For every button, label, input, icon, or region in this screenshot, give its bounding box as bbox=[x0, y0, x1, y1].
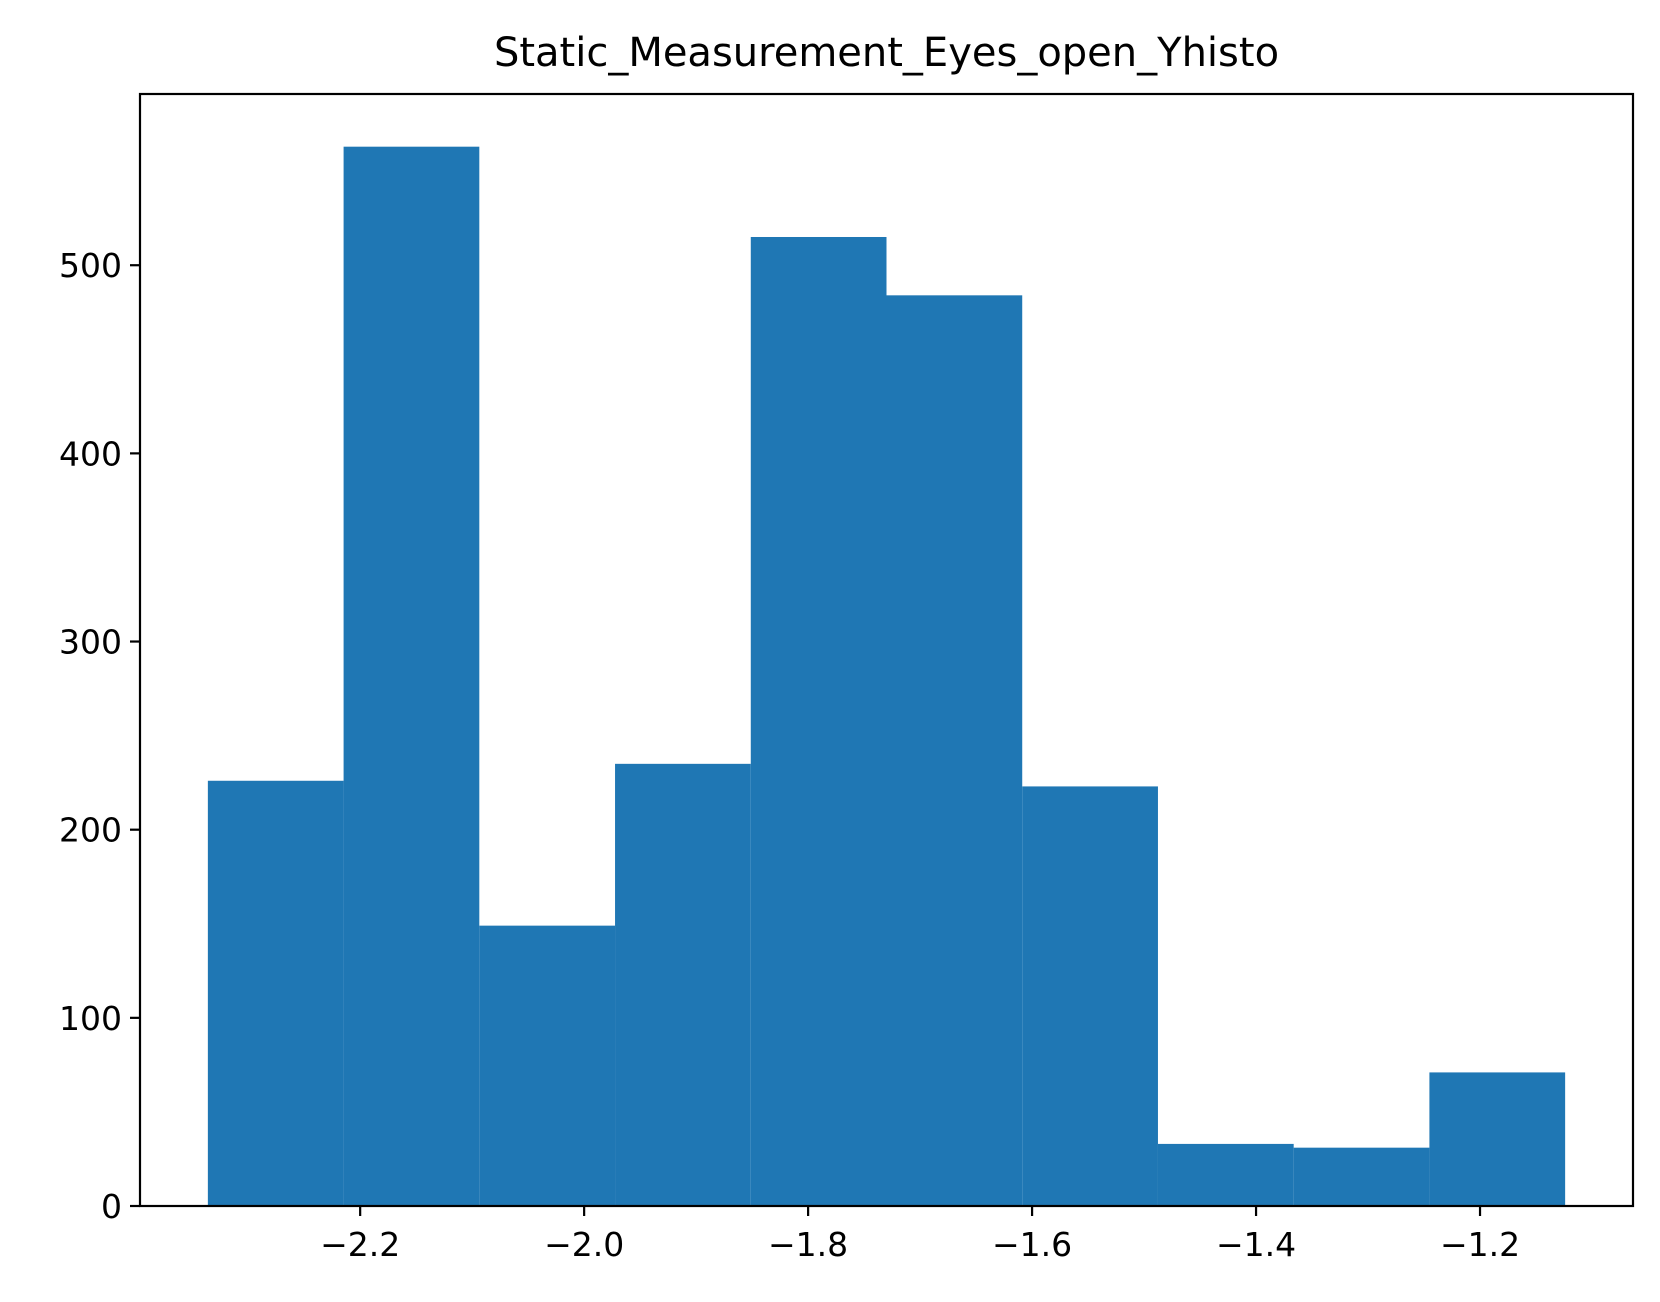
histogram-bar bbox=[1429, 1072, 1566, 1206]
x-tick-label: −1.2 bbox=[1440, 1225, 1520, 1264]
histogram-bar bbox=[1157, 1143, 1294, 1206]
y-tick-label: 0 bbox=[101, 1187, 122, 1226]
y-tick-label: 200 bbox=[59, 811, 122, 850]
histogram-bar bbox=[886, 295, 1023, 1207]
histogram-bar bbox=[479, 925, 616, 1206]
x-tick-label: −2.0 bbox=[544, 1225, 624, 1264]
y-tick-label: 500 bbox=[59, 246, 122, 285]
x-tick-label: −1.6 bbox=[992, 1225, 1072, 1264]
y-tick-label: 400 bbox=[59, 434, 122, 473]
y-tick-label: 300 bbox=[59, 623, 122, 662]
histogram-bar bbox=[207, 780, 344, 1206]
bars-layer bbox=[207, 146, 1566, 1207]
y-axis: 0 100 200 300 400 500 bbox=[59, 246, 140, 1226]
x-axis: −2.2 −2.0 −1.8 −1.6 −1.4 −1.2 bbox=[320, 1206, 1520, 1264]
x-tick-label: −1.4 bbox=[1216, 1225, 1296, 1264]
histogram-bar bbox=[1022, 786, 1158, 1206]
histogram-bar bbox=[750, 236, 887, 1207]
plot-frame bbox=[138, 92, 1635, 1208]
histogram-bar bbox=[615, 763, 751, 1206]
x-tick-label: −1.8 bbox=[768, 1225, 848, 1264]
x-tick-label: −2.2 bbox=[320, 1225, 400, 1264]
chart-title: Static_Measurement_Eyes_open_Yhisto bbox=[494, 30, 1279, 76]
y-tick-label: 100 bbox=[59, 999, 122, 1038]
histogram-bar bbox=[343, 146, 480, 1206]
histogram-bar bbox=[1293, 1147, 1430, 1206]
